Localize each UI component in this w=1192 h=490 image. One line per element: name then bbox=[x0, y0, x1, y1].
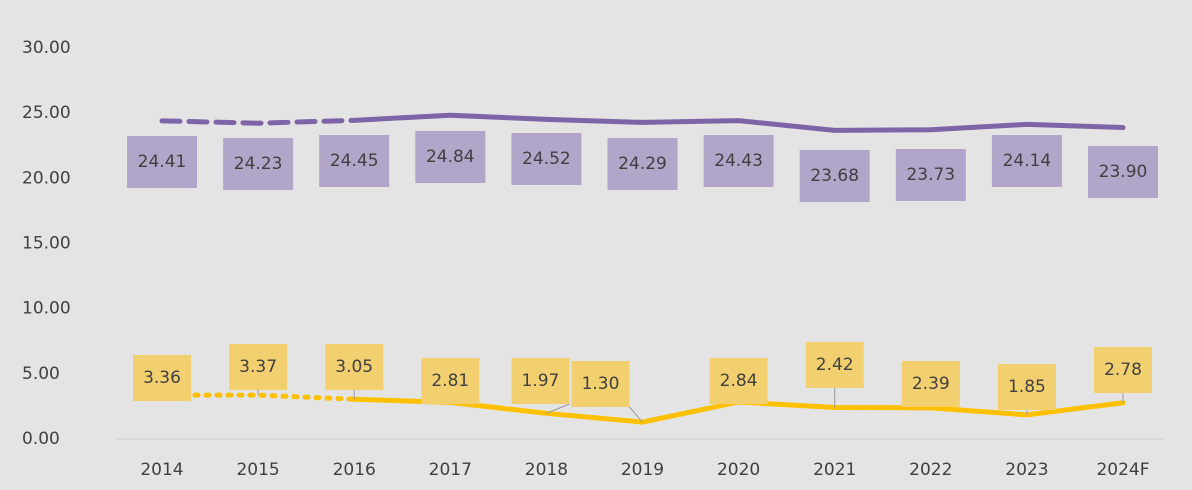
y-tick-label: 5.00 bbox=[22, 364, 60, 384]
line-dashed bbox=[159, 117, 357, 126]
y-tick-label: 20.00 bbox=[22, 168, 71, 188]
value-label-box bbox=[997, 364, 1056, 410]
value-label-box bbox=[325, 344, 384, 390]
x-tick-label: 2015 bbox=[236, 460, 279, 480]
value-label: 2.84 bbox=[720, 371, 758, 391]
value-label: 23.90 bbox=[1099, 162, 1148, 182]
value-label: 24.45 bbox=[330, 151, 379, 171]
value-label: 24.84 bbox=[426, 147, 475, 167]
value-label-box bbox=[1088, 146, 1158, 198]
value-label-box bbox=[571, 361, 630, 407]
value-label: 24.29 bbox=[618, 154, 667, 174]
value-label-box bbox=[607, 138, 678, 190]
value-label: 2.42 bbox=[816, 355, 854, 375]
value-label: 3.37 bbox=[239, 357, 277, 377]
value-label-box bbox=[229, 344, 288, 390]
x-tick-label: 2023 bbox=[1005, 460, 1048, 480]
value-label: 24.52 bbox=[522, 149, 571, 169]
value-label: 1.30 bbox=[582, 374, 620, 394]
x-tick-label: 2020 bbox=[717, 460, 760, 480]
value-label-box bbox=[901, 361, 960, 407]
value-label-box bbox=[421, 358, 480, 404]
y-tick-label: 0.00 bbox=[22, 429, 60, 449]
value-label: 1.97 bbox=[521, 371, 559, 391]
value-label-box bbox=[511, 133, 582, 185]
value-label: 1.85 bbox=[1008, 377, 1046, 397]
x-tick-label: 2024F bbox=[1096, 460, 1149, 480]
line bbox=[351, 112, 1126, 133]
value-label: 23.68 bbox=[810, 166, 859, 186]
value-label-box bbox=[133, 355, 191, 401]
x-tick-label: 2016 bbox=[333, 460, 376, 480]
value-label: 24.43 bbox=[714, 151, 763, 171]
x-tick-label: 2018 bbox=[525, 460, 568, 480]
leader-line bbox=[546, 403, 570, 414]
value-label-box bbox=[805, 342, 864, 388]
value-label-box bbox=[991, 135, 1062, 187]
value-label-box bbox=[709, 358, 768, 404]
value-label-box bbox=[415, 131, 486, 183]
value-label: 24.41 bbox=[138, 152, 187, 172]
line-dashed bbox=[159, 392, 357, 402]
value-label: 2.81 bbox=[431, 371, 469, 391]
x-tick-label: 2014 bbox=[140, 460, 183, 480]
value-label-box bbox=[223, 138, 294, 190]
value-label-box bbox=[703, 135, 774, 187]
value-label: 3.36 bbox=[143, 368, 181, 388]
x-tick-label: 2019 bbox=[621, 460, 664, 480]
x-tick-label: 2022 bbox=[909, 460, 952, 480]
value-label: 24.23 bbox=[234, 154, 283, 174]
value-label: 2.78 bbox=[1104, 360, 1142, 380]
value-label-box bbox=[1094, 347, 1152, 393]
leader-line bbox=[629, 406, 643, 423]
y-tick-label: 10.00 bbox=[22, 299, 71, 319]
value-label: 24.14 bbox=[1003, 151, 1052, 171]
x-tick-label: 2021 bbox=[813, 460, 856, 480]
value-label-box bbox=[511, 358, 570, 404]
value-label: 3.05 bbox=[335, 357, 373, 377]
value-label: 2.39 bbox=[912, 374, 950, 394]
y-tick-label: 25.00 bbox=[22, 103, 71, 123]
value-label-box bbox=[127, 136, 197, 188]
y-tick-label: 30.00 bbox=[22, 38, 71, 58]
value-label-box bbox=[319, 135, 390, 187]
x-tick-label: 2017 bbox=[429, 460, 472, 480]
y-tick-label: 15.00 bbox=[22, 234, 71, 254]
value-label: 23.73 bbox=[906, 165, 955, 185]
value-label-box bbox=[895, 149, 966, 201]
value-label-box bbox=[799, 150, 870, 202]
